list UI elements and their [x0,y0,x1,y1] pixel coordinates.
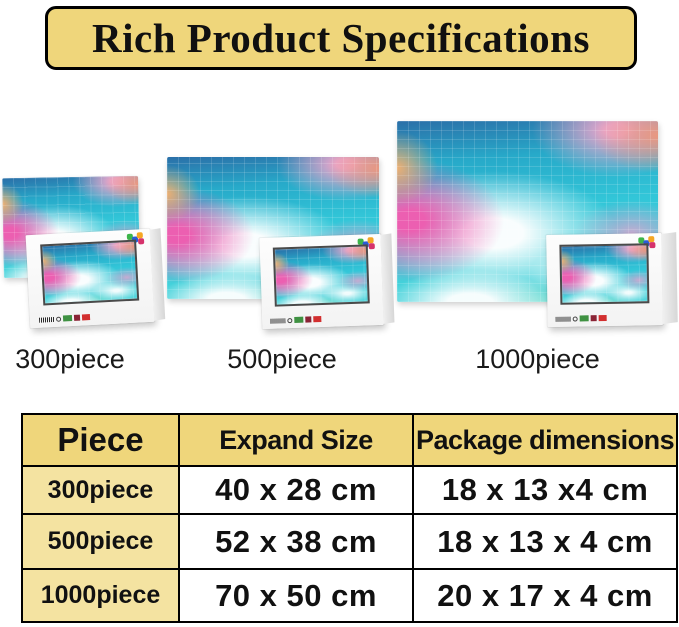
caption-300piece: 300piece [15,344,125,374]
table-header-row: Piece Expand Size Package dimensions [21,413,679,467]
header-expand-size: Expand Size [178,413,414,467]
dark-red-seal-icon [305,316,312,324]
barcode-icon [270,318,286,324]
green-seal-icon [294,317,304,324]
seal-circle-icon [572,316,578,322]
red-seal-icon [81,314,90,321]
caption-500piece: 500piece [227,344,337,374]
table-row: 500piece 52 x 38 cm 18 x 13 x 4 cm [21,513,679,570]
cell-expand-size: 70 x 50 cm [178,568,414,623]
cell-piece: 1000piece [21,568,180,623]
certification-marks-icon [38,314,90,323]
certification-marks-icon [270,316,322,324]
barcode-icon [38,316,54,323]
puzzle-box-1000 [546,232,678,327]
box-side-flap [661,232,678,325]
caption-1000piece: 1000piece [475,344,600,374]
seal-circle-icon [55,316,61,322]
header-package-dimensions: Package dimensions [411,413,679,467]
box-cover-art [273,244,370,307]
red-seal-icon [313,316,322,323]
cell-piece: 500piece [21,513,180,570]
box-side-flap [380,233,395,325]
page-title: Rich Product Specifications [92,15,590,61]
header-piece: Piece [21,413,180,467]
puzzle-image-500 [167,157,379,299]
cell-expand-size: 40 x 28 cm [178,465,414,515]
cell-expand-size: 52 x 38 cm [178,513,414,570]
box-cover-art [559,243,650,305]
box-cover-art [39,239,140,306]
cell-package-dimensions: 18 x 13 x4 cm [411,465,679,515]
cell-package-dimensions: 20 x 17 x 4 cm [411,568,679,623]
cell-package-dimensions: 18 x 13 x 4 cm [411,513,679,570]
green-seal-icon [579,315,589,322]
box-side-flap [149,228,166,321]
table-row: 1000piece 70 x 50 cm 20 x 17 x 4 cm [21,568,679,623]
certification-marks-icon [555,315,607,322]
seal-circle-icon [287,317,293,324]
dark-red-seal-icon [73,314,80,322]
title-banner: Rich Product Specifications [45,6,637,70]
green-seal-icon [62,315,72,322]
red-seal-icon [598,315,607,322]
puzzle-box-500 [259,233,395,330]
barcode-icon [555,316,571,322]
spec-table: Piece Expand Size Package dimensions 300… [21,413,679,623]
puzzle-box-300 [25,228,166,329]
cell-piece: 300piece [21,465,180,515]
table-row: 300piece 40 x 28 cm 18 x 13 x4 cm [21,465,679,515]
dark-red-seal-icon [590,315,597,322]
